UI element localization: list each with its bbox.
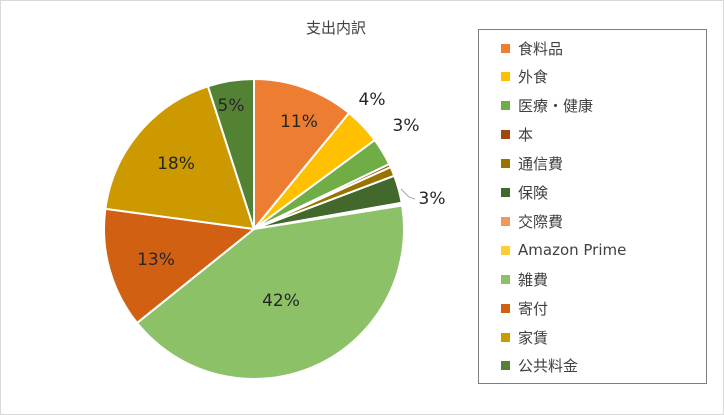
legend-label: 雑費 — [518, 270, 549, 289]
data-label-9: 13% — [137, 250, 175, 270]
data-label-1: 4% — [359, 90, 386, 110]
legend-label: 家賃 — [518, 328, 549, 347]
legend-label: 通信費 — [518, 155, 564, 174]
pie-slice-8 — [135, 204, 405, 380]
data-label-8: 42% — [262, 291, 300, 311]
legend-swatch — [501, 72, 510, 82]
legend-swatch — [501, 245, 510, 255]
legend-item: 通信費 — [501, 153, 563, 175]
legend-swatch — [501, 130, 510, 140]
legend-swatch — [501, 332, 510, 342]
data-label-10: 18% — [157, 154, 195, 174]
pie-slice-0 — [253, 77, 351, 232]
legend-item: 雑費 — [501, 268, 548, 290]
chart-title: 支出内訳 — [305, 19, 366, 37]
legend-label: 寄付 — [518, 299, 549, 318]
legend-item: 交際費 — [501, 210, 563, 232]
legend-item: 食料品 — [501, 37, 563, 59]
legend-label: 外食 — [518, 68, 549, 87]
legend-item: 公共料金 — [501, 355, 578, 377]
legend-swatch — [501, 188, 510, 197]
legend-swatch — [501, 43, 510, 53]
legend-label: 食料品 — [518, 39, 564, 58]
legend-swatch — [501, 303, 510, 313]
legend-swatch — [501, 274, 510, 284]
legend-item: 保険 — [501, 182, 548, 204]
legend-label: 本 — [518, 126, 534, 145]
legend-swatch — [501, 101, 510, 111]
data-label-11: 5% — [218, 96, 245, 116]
legend-label: 医療・健康 — [518, 97, 594, 116]
data-label-2: 3% — [393, 116, 420, 136]
pie-slice-11 — [206, 77, 255, 230]
pie-slice-9 — [103, 207, 257, 325]
legend-label: Amazon Prime — [518, 241, 627, 260]
legend-item: 外食 — [501, 66, 548, 88]
legend-item: Amazon Prime — [501, 239, 626, 261]
legend-swatch — [501, 159, 510, 169]
legend-item: 医療・健康 — [501, 95, 593, 117]
data-label-0: 11% — [280, 112, 318, 132]
legend-item: 寄付 — [501, 297, 548, 319]
legend-item: 本 — [501, 124, 533, 146]
legend-label: 交際費 — [518, 212, 564, 231]
legend-label: 保険 — [518, 184, 549, 202]
leader-line-5 — [400, 188, 416, 200]
legend-item: 家賃 — [501, 326, 548, 348]
legend: 食料品外食医療・健康本通信費保険交際費 Amazon Prime 雑費寄付家賃公共料… — [478, 29, 707, 384]
legend-swatch — [501, 216, 510, 226]
legend-label: 公共料金 — [518, 357, 579, 376]
data-label-5: 3% — [419, 189, 446, 209]
legend-swatch — [501, 361, 510, 371]
pie-slice-10 — [104, 84, 256, 231]
